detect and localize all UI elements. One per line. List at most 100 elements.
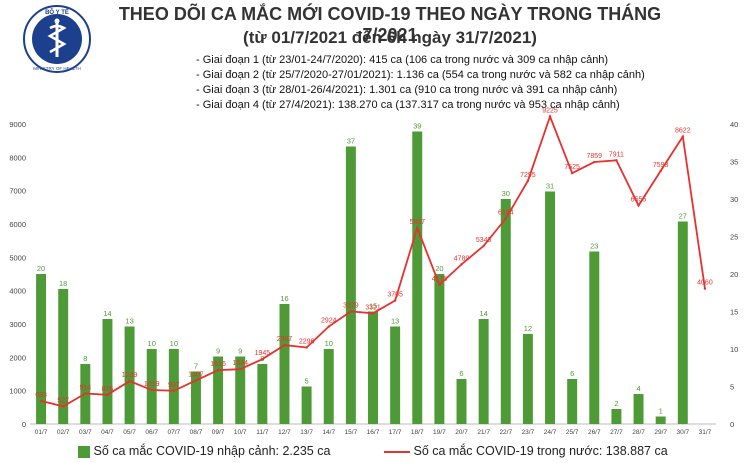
bar-imported xyxy=(102,319,113,424)
bar-imported xyxy=(36,274,47,424)
line-data-label: 914 xyxy=(79,385,91,392)
line-point xyxy=(84,392,87,395)
line-point xyxy=(681,135,685,138)
left-axis-tick-label: 9000 xyxy=(9,120,26,129)
line-data-label: 7593 xyxy=(653,162,669,169)
line-data-label: 2367 xyxy=(277,336,293,343)
bar-imported xyxy=(257,364,268,424)
line-point xyxy=(393,299,397,302)
bar-data-label: 10 xyxy=(325,339,333,348)
line-data-label: 1019 xyxy=(144,381,160,388)
right-axis-tick-label: 35 xyxy=(730,158,738,167)
bar-data-label: 18 xyxy=(59,279,67,288)
x-axis-tick-label: 15/7 xyxy=(345,429,358,436)
line-data-label: 5343 xyxy=(476,237,492,244)
bar-data-label: 14 xyxy=(103,309,111,318)
phase-4-summary: - Giai đoạn 4 (từ 27/4/2021): 138.270 ca… xyxy=(196,99,620,111)
bar-data-label: 30 xyxy=(502,189,510,198)
legend-domestic: Số ca mắc COVID-19 trong nước: 138.887 c… xyxy=(384,444,668,458)
x-axis-tick-label: 12/7 xyxy=(278,429,291,436)
x-axis-tick-label: 01/7 xyxy=(35,429,48,436)
line-data-label: 1616 xyxy=(210,361,226,368)
x-axis-tick-label: 03/7 xyxy=(79,429,92,436)
svg-text:BỘ Y TẾ: BỘ Y TẾ xyxy=(45,8,69,16)
x-axis-tick-label: 28/7 xyxy=(632,429,645,436)
line-point xyxy=(637,204,640,207)
x-axis-tick-label: 18/7 xyxy=(411,429,424,436)
line-point xyxy=(438,283,441,287)
bar-data-label: 2 xyxy=(614,399,618,408)
right-axis-tick-label: 20 xyxy=(730,270,738,279)
line-point xyxy=(349,310,353,313)
bar-data-label: 6 xyxy=(459,369,463,378)
left-axis-tick-label: 7000 xyxy=(9,187,26,196)
x-axis-tick-label: 26/7 xyxy=(588,429,601,436)
right-axis-tick-label: 0 xyxy=(730,420,734,429)
line-point xyxy=(460,263,463,266)
x-axis-tick-label: 09/7 xyxy=(212,429,225,436)
line-point xyxy=(659,169,662,173)
x-axis-tick-label: 10/7 xyxy=(234,429,247,436)
line-point xyxy=(106,393,109,396)
line-point xyxy=(261,357,264,361)
line-data-label: 8622 xyxy=(675,128,691,135)
bar-imported xyxy=(146,349,157,424)
line-point xyxy=(283,343,286,347)
bar-data-label: 12 xyxy=(524,324,532,333)
line-point xyxy=(128,379,131,383)
bar-data-label: 9 xyxy=(216,347,220,356)
line-point xyxy=(416,226,419,229)
bar-data-label: 20 xyxy=(37,264,45,273)
line-data-label: 4060 xyxy=(697,280,713,287)
bar-data-label: 31 xyxy=(546,182,554,191)
right-axis-tick-label: 5 xyxy=(730,383,734,392)
line-data-label: 7859 xyxy=(587,153,603,160)
bar-imported xyxy=(677,221,688,424)
left-axis-tick-label: 4000 xyxy=(9,287,26,296)
bar-data-label: 13 xyxy=(391,317,399,326)
left-axis-tick-label: 8000 xyxy=(9,153,26,162)
bar-imported xyxy=(390,326,401,424)
bar-data-label: 4 xyxy=(636,384,640,393)
bar-data-label: 1 xyxy=(659,407,663,416)
x-axis-tick-label: 19/7 xyxy=(433,429,446,436)
line-point xyxy=(61,405,65,408)
line-point xyxy=(216,368,220,372)
x-axis-tick-label: 31/7 xyxy=(699,429,712,436)
bar-imported xyxy=(213,356,224,424)
page-subtitle: (từ 01/7/2021 đến 6h ngày 31/7/2021) xyxy=(243,28,537,47)
bar-imported xyxy=(633,394,644,424)
line-point xyxy=(327,325,330,328)
x-axis-tick-label: 17/7 xyxy=(389,429,402,436)
left-axis-tick-label: 3000 xyxy=(9,320,26,329)
line-data-label: 7911 xyxy=(609,151,624,158)
legend-imported: Số ca mắc COVID-19 nhập cảnh: 2.235 ca xyxy=(78,444,330,458)
line-data-label: 997 xyxy=(168,382,180,389)
bar-data-label: 13 xyxy=(125,317,133,326)
bar-data-label: 10 xyxy=(170,339,178,348)
line-data-label: 4175 xyxy=(432,276,448,283)
svg-text:MINISTRY OF HEALTH: MINISTRY OF HEALTH xyxy=(33,66,81,71)
bar-data-label: 10 xyxy=(148,339,156,348)
line-point xyxy=(526,179,530,183)
bar-imported xyxy=(124,326,135,424)
line-data-label: 1644 xyxy=(232,360,248,367)
x-axis-tick-label: 25/7 xyxy=(566,429,579,436)
line-point xyxy=(305,346,308,349)
line-data-label: 4789 xyxy=(454,255,470,262)
line-point xyxy=(194,379,198,382)
bar-imported xyxy=(545,191,556,424)
line-data-label: 9225 xyxy=(542,108,558,115)
bar-data-label: 39 xyxy=(413,122,421,131)
x-axis-tick-label: 16/7 xyxy=(367,429,380,436)
bar-imported xyxy=(434,274,445,424)
bar-imported xyxy=(589,251,600,424)
bar-data-label: 37 xyxy=(347,137,355,146)
line-data-label: 6164 xyxy=(498,210,514,217)
line-data-label: 2924 xyxy=(321,318,337,325)
bar-imported xyxy=(345,146,356,424)
left-axis-tick-label: 6000 xyxy=(9,220,26,229)
bar-imported xyxy=(168,349,179,424)
phase-3-summary: - Giai đoạn 3 (từ 28/01-26/4/2021): 1.30… xyxy=(196,84,618,96)
